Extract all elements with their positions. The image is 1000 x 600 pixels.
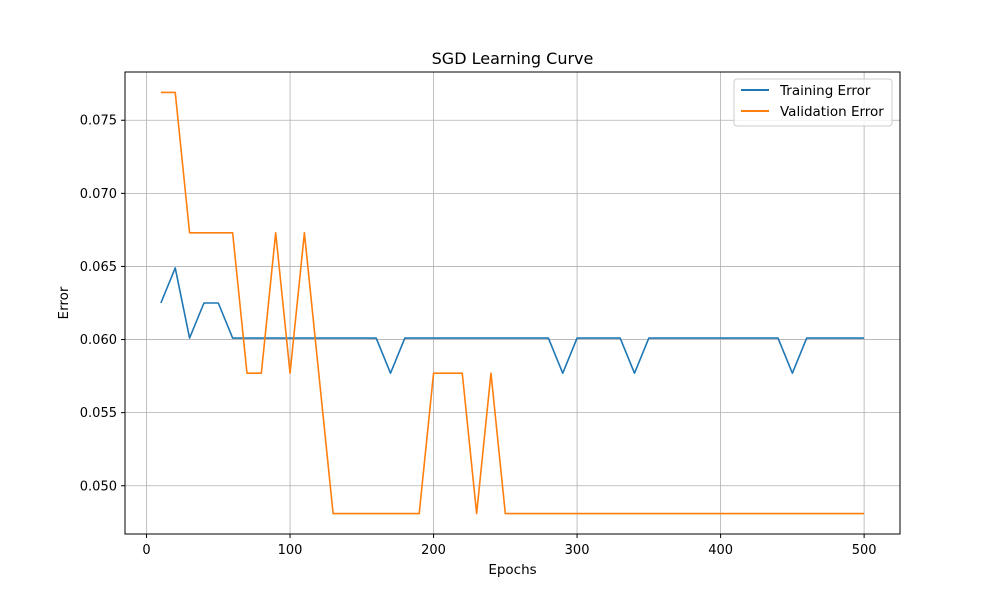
legend-label-validation: Validation Error bbox=[780, 104, 884, 120]
y-tick-label: 0.050 bbox=[80, 479, 117, 494]
legend-box bbox=[733, 78, 893, 127]
y-tick-label: 0.075 bbox=[80, 114, 117, 129]
legend: Training Error Validation Error bbox=[733, 78, 893, 127]
x-tick-label: 0 bbox=[142, 543, 150, 558]
x-axis-label: Epochs bbox=[488, 562, 536, 578]
y-tick-label: 0.060 bbox=[80, 333, 117, 348]
y-tick-label: 0.055 bbox=[80, 406, 117, 421]
y-axis-label: Error bbox=[56, 286, 72, 319]
validation-error-line bbox=[160, 91, 865, 515]
x-tick-label: 200 bbox=[421, 543, 446, 558]
training-error-line bbox=[160, 267, 865, 374]
x-tick-label: 400 bbox=[708, 543, 733, 558]
x-tick-label: 500 bbox=[852, 543, 877, 558]
y-tick-label: 0.065 bbox=[80, 260, 117, 275]
plot-frame bbox=[124, 71, 901, 535]
legend-label-training: Training Error bbox=[779, 83, 871, 99]
series-lines bbox=[160, 91, 865, 515]
chart-title: SGD Learning Curve bbox=[432, 49, 594, 68]
x-tick-label: 100 bbox=[278, 543, 303, 558]
y-tick-label: 0.070 bbox=[80, 187, 117, 202]
grid bbox=[125, 72, 900, 534]
y-axis-ticks: 0.050 0.055 0.060 0.065 0.070 0.075 bbox=[80, 114, 125, 494]
x-tick-label: 300 bbox=[565, 543, 590, 558]
x-axis-ticks: 0 100 200 300 400 500 bbox=[142, 534, 877, 558]
